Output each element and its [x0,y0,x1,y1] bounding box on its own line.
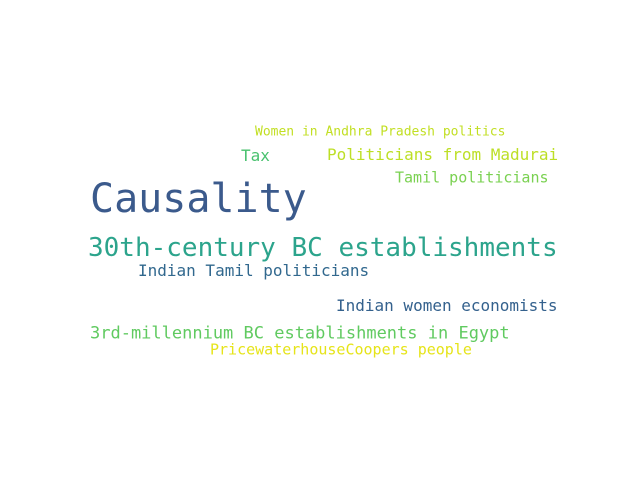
word-indian-women-economists: Indian women economists [336,296,558,315]
word-women-in-andhra-pradesh-politics: Women in Andhra Pradesh politics [255,124,506,140]
word-causality: Causality [90,176,307,222]
word-3rd-millennium-bc-establishments-in-egypt: 3rd-millennium BC establishments in Egyp… [90,323,510,344]
word-indian-tamil-politicians: Indian Tamil politicians [138,261,370,280]
word-tax: Tax [241,146,270,165]
word-30th-century-bc-establishments: 30th-century BC establishments [88,233,558,263]
word-politicians-from-madurai: Politicians from Madurai [327,145,559,164]
word-tamil-politicians: Tamil politicians [395,168,549,187]
word-pricewaterhousecoopers-people: PricewaterhouseCoopers people [210,340,472,359]
